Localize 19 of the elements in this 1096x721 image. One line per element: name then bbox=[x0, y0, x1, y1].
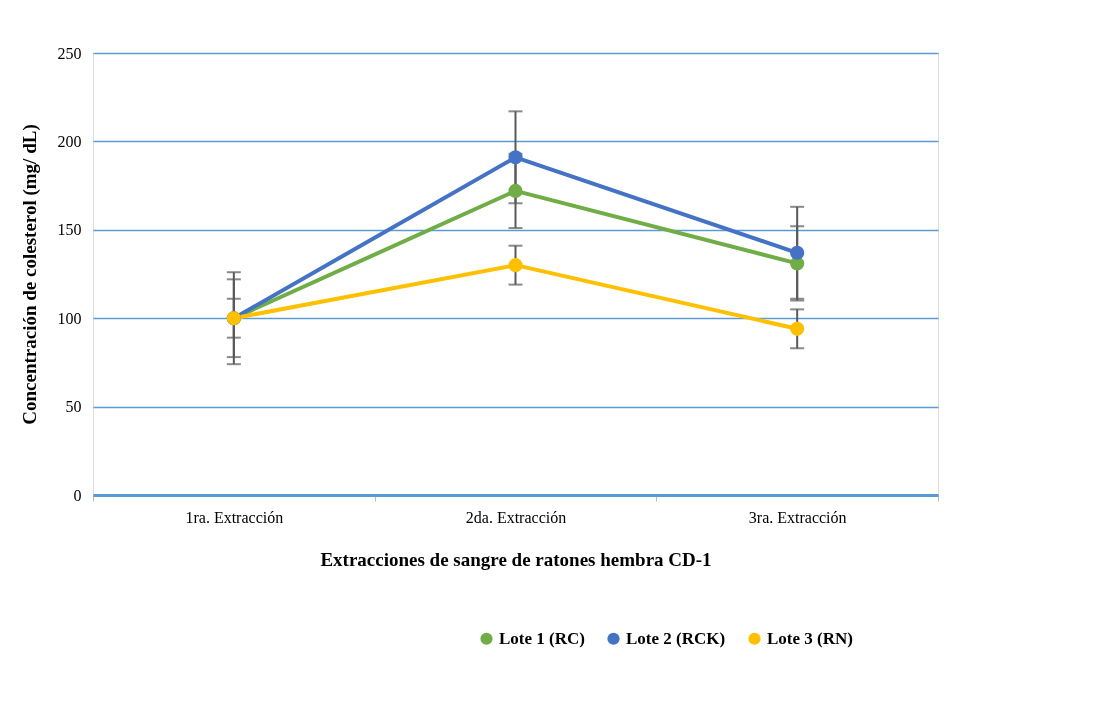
point bbox=[790, 321, 805, 336]
y-axis-title: Concentración de colesterol (mg/ dL) bbox=[18, 124, 41, 425]
point bbox=[508, 183, 523, 198]
point bbox=[508, 150, 523, 165]
y-tick-label: 0 bbox=[73, 486, 82, 504]
point bbox=[508, 258, 523, 273]
x-axis-title: Extracciones de sangre de ratones hembra CD-1 bbox=[320, 548, 712, 570]
y-tick-label: 100 bbox=[57, 309, 82, 327]
y-tick-label: 250 bbox=[57, 44, 82, 62]
legend-label: Lote 2 (RCK) bbox=[626, 628, 726, 648]
x-tick-label: 2da. Extracción bbox=[465, 508, 567, 526]
y-tick-label: 50 bbox=[65, 398, 82, 416]
y-tick-label: 150 bbox=[57, 221, 82, 239]
legend-label: Lote 1 (RC) bbox=[499, 628, 585, 648]
x-tick-label: 3ra. Extracción bbox=[748, 508, 847, 526]
y-tick-label: 200 bbox=[57, 132, 82, 150]
x-tick-label: 1ra. Extracción bbox=[185, 508, 284, 526]
legend-label: Lote 3 (RN) bbox=[767, 628, 853, 648]
point bbox=[790, 245, 805, 260]
